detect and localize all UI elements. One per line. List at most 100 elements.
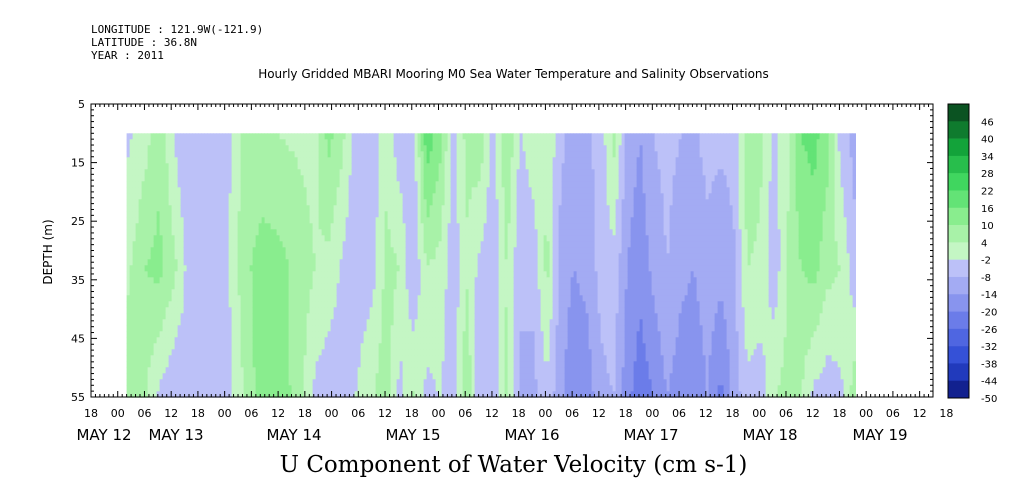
heat-cell-4571 bbox=[435, 367, 439, 374]
heat-cell-487 bbox=[159, 151, 163, 158]
heat-cell-4864 bbox=[456, 277, 460, 284]
heat-cell-3567 bbox=[369, 151, 373, 158]
heat-cell-4212 bbox=[411, 325, 415, 332]
heat-cell-2650 bbox=[306, 193, 310, 200]
heat-cell-2592 bbox=[300, 373, 304, 380]
heat-cell-2042 bbox=[264, 241, 268, 248]
heat-cell-911 bbox=[186, 319, 190, 326]
heat-cell-473 bbox=[156, 331, 160, 338]
heat-cell-4345 bbox=[420, 331, 424, 338]
heat-cell-2697 bbox=[309, 211, 313, 218]
heat-cell-4870 bbox=[456, 313, 460, 320]
heat-cell-2117 bbox=[270, 163, 274, 170]
heat-cell-3502 bbox=[363, 289, 367, 296]
heat-cell-1084 bbox=[198, 301, 202, 308]
heat-cell-2893 bbox=[321, 331, 325, 338]
heat-cell-2829 bbox=[318, 211, 322, 218]
heat-cell-4530 bbox=[432, 385, 436, 392]
heat-cell-47 bbox=[129, 151, 133, 158]
heat-cell-179 bbox=[138, 151, 142, 158]
heat-cell-4192 bbox=[411, 205, 415, 212]
heat-cell-2110 bbox=[267, 385, 271, 392]
heat-cell-3213 bbox=[345, 139, 349, 146]
heat-cell-4099 bbox=[405, 175, 409, 182]
heat-cell-392 bbox=[150, 373, 154, 380]
heat-cell-2975 bbox=[327, 295, 331, 302]
heat-cell-4144 bbox=[408, 181, 412, 188]
heat-cell-2304 bbox=[282, 229, 286, 236]
heat-cell-4181 bbox=[411, 139, 415, 146]
heat-cell-2262 bbox=[279, 241, 283, 248]
heat-cell-3453 bbox=[360, 259, 364, 266]
heat-cell-2916 bbox=[324, 205, 328, 212]
heat-cell-1971 bbox=[258, 343, 262, 350]
heat-cell-4701 bbox=[444, 355, 448, 362]
heat-cell-5 bbox=[126, 163, 130, 170]
heat-cell-1443 bbox=[222, 343, 226, 350]
heat-cell-4458 bbox=[429, 217, 433, 224]
heat-cell-1764 bbox=[246, 157, 250, 164]
heat-cell-4137 bbox=[408, 139, 412, 146]
heat-cell-4588 bbox=[438, 205, 442, 212]
heat-cell-2577 bbox=[300, 283, 304, 290]
heat-cell-4761 bbox=[450, 187, 454, 194]
heat-cell-1739 bbox=[243, 271, 247, 278]
heat-cell-4309 bbox=[417, 379, 421, 386]
heat-cell-4856 bbox=[456, 229, 460, 236]
heat-cell-773 bbox=[177, 283, 181, 290]
heat-cell-624 bbox=[168, 181, 172, 188]
heat-cell-1189 bbox=[207, 139, 211, 146]
heat-cell-2626 bbox=[303, 313, 307, 320]
heat-cell-592 bbox=[165, 253, 169, 260]
heat-cell-734 bbox=[174, 313, 178, 320]
heat-cell-2801 bbox=[315, 307, 319, 314]
heat-cell-4204 bbox=[411, 277, 415, 284]
heat-cell-758 bbox=[177, 193, 181, 200]
heat-cell-4468 bbox=[429, 277, 433, 284]
heat-cell-4523 bbox=[432, 343, 436, 350]
heat-cell-4691 bbox=[444, 295, 448, 302]
heat-cell-4567 bbox=[435, 343, 439, 350]
heat-cell-269 bbox=[144, 163, 148, 170]
heat-cell-1333 bbox=[216, 211, 220, 218]
heat-cell-1687 bbox=[240, 223, 244, 230]
heat-cell-3835 bbox=[387, 175, 391, 182]
heat-cell-3958 bbox=[393, 385, 397, 392]
heat-cell-388 bbox=[150, 349, 154, 356]
heat-cell-4893 bbox=[459, 187, 463, 194]
heat-cell-1165 bbox=[204, 259, 208, 266]
heat-cell-2744 bbox=[312, 229, 316, 236]
heat-cell-4677 bbox=[444, 211, 448, 218]
heat-cell-2204 bbox=[276, 157, 280, 164]
heat-cell-4507 bbox=[432, 247, 436, 254]
heat-cell-193 bbox=[138, 235, 142, 242]
heat-cell-1926 bbox=[255, 337, 259, 344]
heat-cell-2747 bbox=[312, 247, 316, 254]
heat-cell-3939 bbox=[393, 271, 397, 278]
heat-cell-745 bbox=[174, 379, 178, 386]
heat-cell-3622 bbox=[372, 217, 376, 224]
heat-cell-3768 bbox=[381, 301, 385, 308]
heat-cell-2279 bbox=[279, 343, 283, 350]
heat-cell-1753 bbox=[243, 355, 247, 362]
heat-cell-4826 bbox=[453, 313, 457, 320]
heat-cell-1231 bbox=[207, 391, 211, 398]
heat-cell-1795 bbox=[246, 343, 250, 350]
heat-cell-4980 bbox=[465, 181, 469, 188]
heat-cell-1647 bbox=[237, 247, 241, 254]
heat-cell-3336 bbox=[351, 349, 355, 356]
heat-cell-1767 bbox=[246, 175, 250, 182]
heat-cell-4984 bbox=[465, 205, 469, 212]
heat-cell-909 bbox=[186, 307, 190, 314]
heat-cell-4166 bbox=[408, 313, 412, 320]
heat-cell-4416 bbox=[426, 229, 430, 236]
heat-cell-2766 bbox=[312, 361, 316, 368]
heat-cell-2143 bbox=[270, 319, 274, 326]
heat-cell-3050 bbox=[333, 217, 337, 224]
heat-cell-3233 bbox=[345, 259, 349, 266]
heat-cell-542 bbox=[162, 217, 166, 224]
heat-cell-2462 bbox=[291, 385, 295, 392]
heat-cell-4188 bbox=[411, 181, 415, 188]
heat-cell-743 bbox=[174, 367, 178, 374]
